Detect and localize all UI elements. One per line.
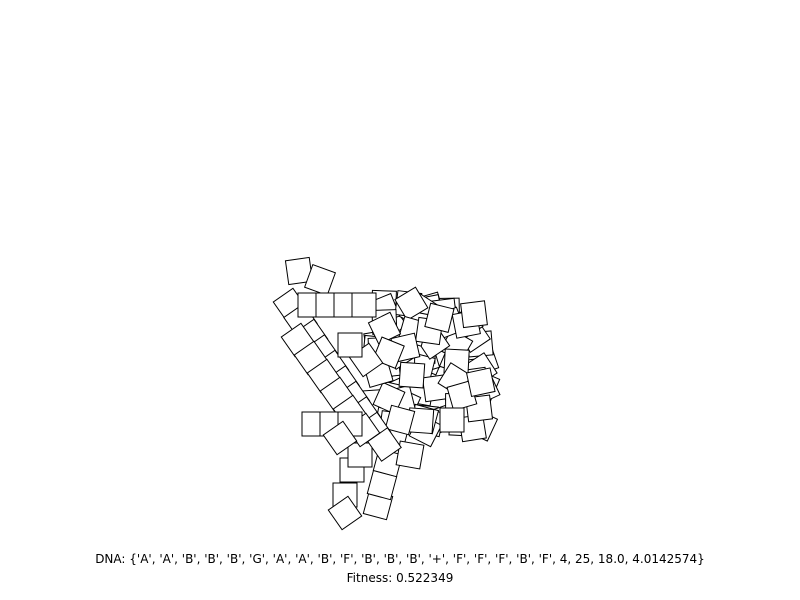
cell-square [394,286,429,321]
cell-square [322,420,358,456]
creature-structure [272,256,501,531]
cell-square [384,404,416,436]
cell-square [303,263,337,297]
cell-square [439,407,465,433]
cell-square [460,300,488,329]
cell-square [398,361,426,389]
cell-square [395,440,425,470]
dna-label: DNA: {'A', 'A', 'B', 'B', 'B', 'G', 'A',… [95,552,705,566]
cell-square [424,302,455,333]
fitness-label: Fitness: 0.522349 [346,571,454,585]
cell-square [351,292,377,318]
cell-square [327,495,363,531]
cell-square [372,381,406,415]
cell-square [337,332,363,358]
cell-square [367,311,402,346]
cell-square [465,367,496,398]
